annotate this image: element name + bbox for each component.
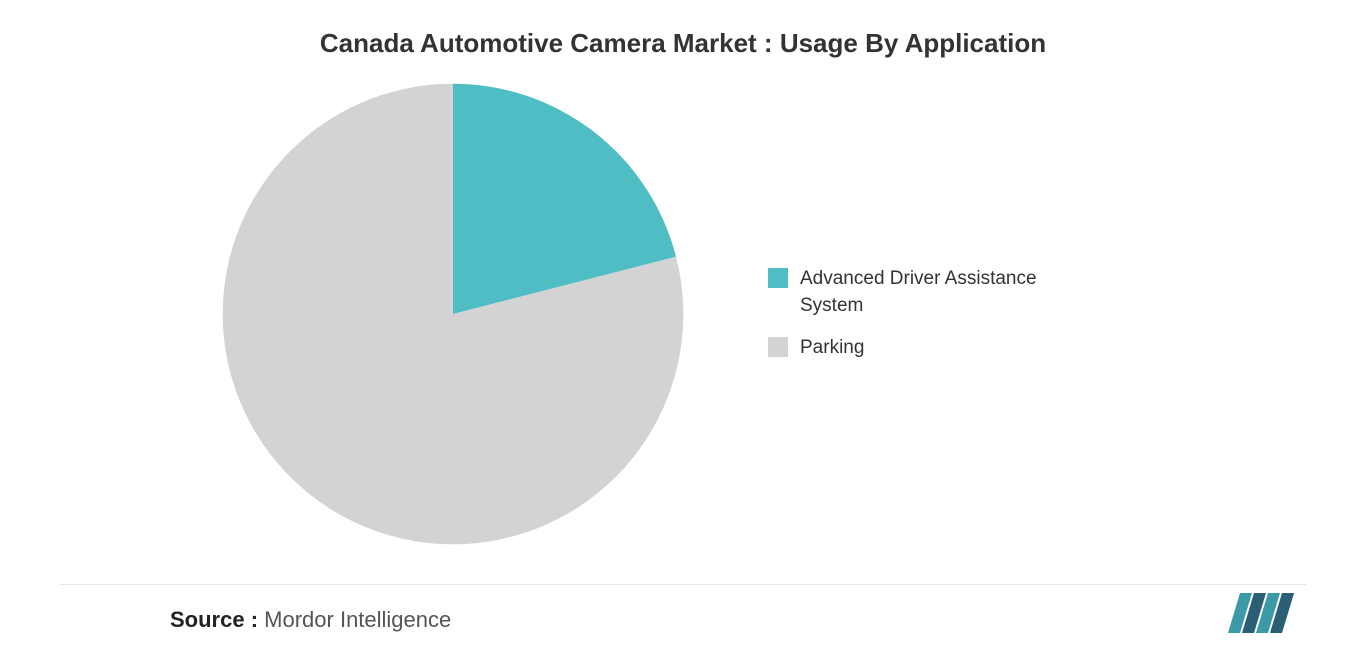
source: Source : Mordor Intelligence xyxy=(170,607,451,633)
pie-chart xyxy=(218,79,688,549)
legend-label-0: Advanced Driver Assistance System xyxy=(800,266,1048,319)
chart-container: Canada Automotive Camera Market : Usage … xyxy=(0,0,1366,655)
divider xyxy=(60,584,1306,585)
mi-logo-icon xyxy=(1228,593,1296,635)
source-label: Source : xyxy=(170,607,258,632)
legend-label-1: Parking xyxy=(800,335,864,362)
legend-item-0: Advanced Driver Assistance System xyxy=(768,266,1048,319)
legend: Advanced Driver Assistance System Parking xyxy=(768,266,1048,362)
legend-swatch-1 xyxy=(768,337,788,357)
brand-logo xyxy=(1228,593,1296,640)
legend-swatch-0 xyxy=(768,268,788,288)
footer: Source : Mordor Intelligence xyxy=(170,607,1306,633)
legend-item-1: Parking xyxy=(768,335,1048,362)
source-value: Mordor Intelligence xyxy=(264,607,451,632)
chart-area: Advanced Driver Assistance System Parking xyxy=(0,79,1306,549)
chart-title: Canada Automotive Camera Market : Usage … xyxy=(60,28,1306,59)
pie-wrapper xyxy=(218,79,688,549)
